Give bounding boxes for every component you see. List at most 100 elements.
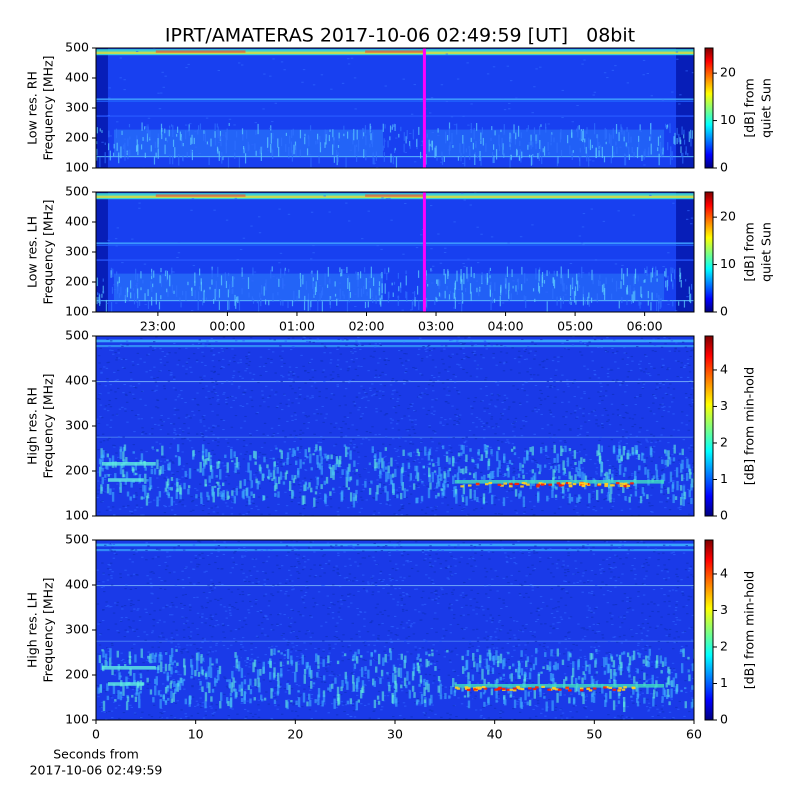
- texture: [443, 471, 446, 479]
- texture: [245, 403, 249, 405]
- texture: [400, 504, 403, 506]
- texture: [310, 300, 312, 308]
- texture: [530, 508, 534, 511]
- texture: [553, 457, 556, 463]
- texture: [238, 299, 241, 311]
- texture: [576, 471, 580, 477]
- texture: [629, 494, 633, 497]
- texture: [119, 446, 122, 452]
- texture: [416, 472, 420, 482]
- texture: [503, 482, 508, 485]
- texture: [610, 369, 614, 371]
- texture: [650, 95, 653, 97]
- texture: [489, 482, 492, 493]
- texture: [548, 682, 551, 685]
- texture: [667, 303, 670, 305]
- texture: [570, 301, 572, 305]
- texture: [566, 383, 569, 385]
- texture: [344, 435, 348, 437]
- texture: [617, 469, 620, 471]
- texture: [137, 599, 140, 601]
- texture: [127, 287, 129, 293]
- texture: [525, 296, 527, 309]
- texture: [326, 595, 329, 597]
- texture: [187, 488, 190, 495]
- texture: [557, 361, 560, 363]
- texture: [397, 420, 400, 422]
- texture: [101, 293, 103, 298]
- texture: [682, 477, 686, 479]
- texture: [532, 514, 535, 516]
- texture: [234, 414, 238, 417]
- texture: [628, 496, 631, 503]
- texture: [102, 573, 105, 575]
- texture: [389, 418, 393, 420]
- texture: [409, 493, 413, 495]
- texture: [603, 283, 605, 292]
- texture: [672, 300, 674, 307]
- texture: [261, 394, 264, 396]
- texture: [597, 483, 602, 486]
- texture: [538, 471, 541, 475]
- texture: [299, 429, 302, 431]
- texture: [246, 358, 249, 360]
- texture: [656, 293, 658, 298]
- texture: [484, 385, 488, 388]
- texture: [116, 142, 118, 151]
- texture: [650, 143, 652, 155]
- texture: [512, 472, 515, 474]
- texture: [428, 473, 431, 483]
- texture: [489, 446, 492, 448]
- texture: [490, 345, 493, 347]
- texture: [354, 690, 357, 692]
- texture: [318, 391, 321, 393]
- texture: [215, 341, 218, 343]
- texture: [239, 480, 242, 489]
- texture: [617, 493, 620, 496]
- texture: [465, 355, 468, 357]
- texture: [113, 445, 117, 447]
- texture: [231, 281, 233, 289]
- texture: [220, 368, 223, 370]
- texture: [291, 337, 295, 339]
- texture: [124, 629, 127, 631]
- texture: [368, 281, 371, 283]
- texture: [306, 148, 309, 156]
- texture: [490, 494, 494, 505]
- texture: [106, 338, 109, 340]
- texture: [234, 197, 238, 199]
- texture: [497, 639, 500, 641]
- texture: [328, 211, 331, 213]
- texture: [682, 496, 685, 507]
- texture: [191, 134, 193, 144]
- texture: [657, 408, 661, 410]
- texture: [420, 450, 423, 452]
- texture: [192, 449, 195, 457]
- texture: [288, 448, 292, 451]
- texture: [668, 457, 672, 465]
- texture: [298, 387, 301, 389]
- texture: [293, 440, 296, 443]
- texture: [507, 592, 511, 594]
- texture: [651, 505, 654, 507]
- texture: [650, 272, 652, 283]
- texture: [397, 272, 399, 279]
- texture: [417, 483, 421, 485]
- texture: [355, 468, 358, 472]
- texture: [255, 130, 257, 135]
- texture: [150, 468, 154, 475]
- texture: [278, 418, 281, 420]
- texture: [470, 122, 472, 134]
- texture: [217, 373, 220, 375]
- texture: [531, 410, 534, 412]
- texture: [658, 387, 662, 389]
- texture: [377, 463, 380, 469]
- texture: [316, 338, 320, 340]
- texture: [619, 424, 622, 426]
- texture: [339, 476, 342, 478]
- texture: [214, 393, 217, 395]
- texture: [315, 409, 319, 411]
- x-tick-label: 23:00: [140, 319, 176, 334]
- texture: [625, 499, 628, 502]
- texture: [500, 290, 502, 296]
